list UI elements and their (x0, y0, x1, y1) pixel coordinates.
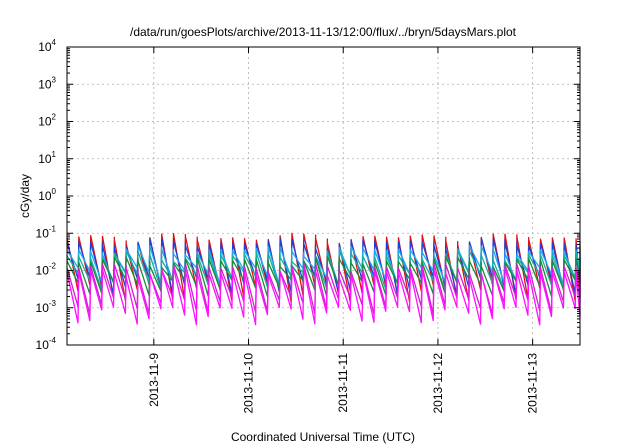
x-tick-label: 2013-11-11 (336, 353, 350, 413)
y-tick-label: 10-4 (36, 336, 57, 352)
series-layer (66, 232, 581, 326)
x-tick-label: 2013-11-9 (147, 353, 161, 407)
y-tick-label: 101 (38, 150, 56, 166)
x-tick-label: 2013-11-12 (431, 353, 445, 414)
y-tick-label: 10-2 (36, 262, 57, 278)
series-line (66, 267, 581, 326)
y-tick-label: 100 (38, 187, 56, 203)
y-tick-label: 104 (38, 38, 56, 54)
y-tick-label: 103 (38, 75, 56, 91)
x-tick-label: 2013-11-10 (242, 353, 256, 414)
chart-title: /data/run/goesPlots/archive/2013-11-13/1… (130, 25, 517, 39)
x-axis-label: Coordinated Universal Time (UTC) (231, 430, 415, 444)
y-tick-label: 102 (38, 113, 56, 129)
y-tick-label: 10-1 (36, 224, 57, 240)
x-tick-label: 2013-11-13 (526, 353, 540, 414)
y-axis-label: cGy/day (18, 174, 32, 218)
y-tick-label: 10-3 (36, 299, 57, 315)
x-axis: 2013-11-9 2013-11-10 2013-11-11 2013-11-12 2… (147, 47, 540, 414)
y-axis: 10-4 10-3 10-2 10-1 100 101 102 103 104 (36, 38, 580, 352)
